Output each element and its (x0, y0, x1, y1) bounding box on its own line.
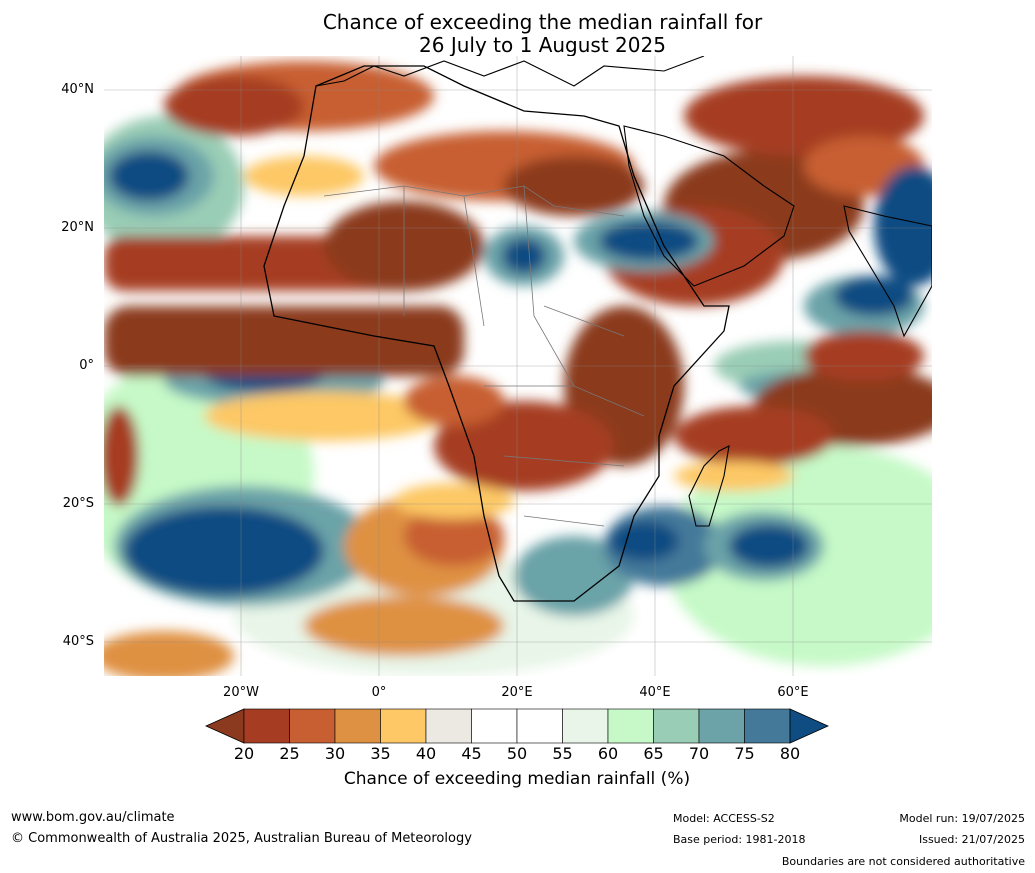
lon-label-20e: 20°E (501, 685, 533, 700)
colorbar-swatch (380, 708, 427, 744)
colorbar-tick-label: 20 (233, 744, 255, 763)
lon-label-60e: 60°E (777, 685, 809, 700)
footer-issued: Issued: 21/07/2025 (918, 833, 1025, 846)
madagascar-outline (688, 445, 730, 527)
colorbar-swatch (425, 708, 472, 744)
footer-model-run: Model run: 19/07/2025 (899, 812, 1025, 825)
colorbar-tick-label: 65 (643, 744, 664, 763)
europe-coastline (315, 56, 705, 87)
colorbar-tick-label: 60 (597, 744, 619, 763)
colorbar-tick-label: 35 (370, 744, 391, 763)
colorbar-label: Chance of exceeding median rainfall (%) (343, 769, 691, 789)
africa-coastline (263, 65, 730, 602)
footer-copyright: © Commonwealth of Australia 2025, Austra… (11, 831, 472, 846)
colorbar-swatch (516, 708, 563, 744)
colorbar-extend-low (205, 708, 245, 744)
colorbar-tick-label: 80 (779, 744, 801, 763)
chart-title-line2: 26 July to 1 August 2025 (419, 33, 666, 57)
footer-base-period: Base period: 1981-2018 (673, 833, 806, 846)
colorbar-swatch (653, 708, 700, 744)
colorbar-swatch (562, 708, 609, 744)
colorbar-tick-label: 50 (506, 744, 528, 763)
lat-label-40s: 40°S (62, 634, 94, 649)
colorbar-extend-high (789, 708, 829, 744)
colorbar-tick-label: 75 (734, 744, 755, 763)
rainfall-map (104, 56, 932, 676)
chart-title-line1: Chance of exceeding the median rainfall … (322, 10, 763, 34)
lon-label-40e: 40°E (639, 685, 671, 700)
colorbar-tick-label: 40 (415, 744, 437, 763)
graticule (104, 56, 932, 676)
lon-label-0: 0° (371, 685, 387, 700)
footer-model: Model: ACCESS-S2 (673, 812, 775, 825)
colorbar-tick-label: 70 (688, 744, 710, 763)
colorbar-tick-label: 55 (552, 744, 573, 763)
footer-disclaimer: Boundaries are not considered authoritat… (781, 855, 1025, 868)
india-coastline (843, 205, 932, 338)
colorbar-swatch (698, 708, 745, 744)
arabia-coastline (623, 125, 795, 287)
colorbar-swatch (243, 708, 290, 744)
colorbar (205, 708, 829, 744)
colorbar-tick-label: 45 (461, 744, 482, 763)
colorbar-swatch (607, 708, 654, 744)
colorbar-swatch (334, 708, 381, 744)
lat-label-40n: 40°N (61, 82, 94, 97)
map-svg (104, 56, 932, 676)
country-borders (323, 185, 645, 527)
colorbar-tick-label: 30 (324, 744, 346, 763)
colorbar-swatch (289, 708, 336, 744)
lat-label-20s: 20°S (62, 496, 94, 511)
colorbar-tick-label: 25 (279, 744, 300, 763)
lat-label-20n: 20°N (61, 220, 94, 235)
lat-label-0: 0° (79, 358, 94, 373)
lon-label-20w: 20°W (223, 685, 259, 700)
colorbar-swatch (471, 708, 518, 744)
footer-url: www.bom.gov.au/climate (11, 810, 175, 825)
colorbar-swatch (744, 708, 791, 744)
